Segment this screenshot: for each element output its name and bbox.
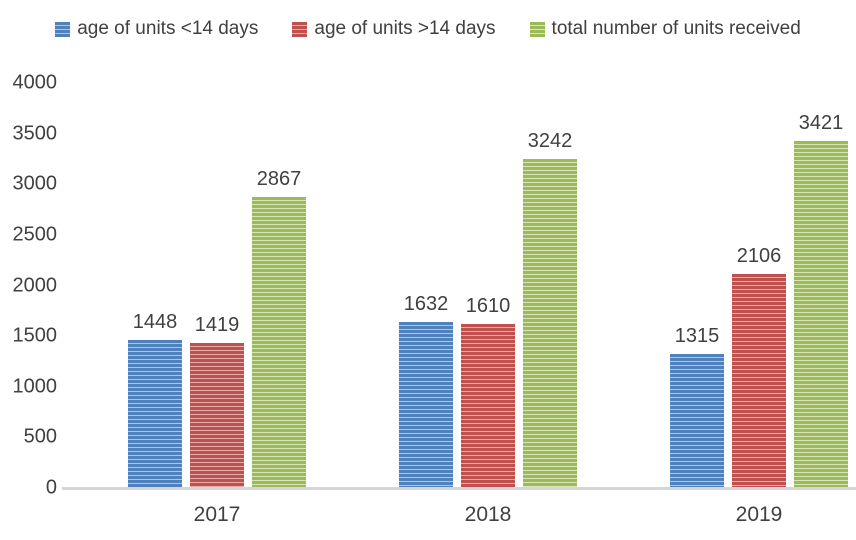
legend-item-age-gt-14: age of units >14 days <box>292 18 496 40</box>
bar-value-label: 3421 <box>798 112 844 134</box>
y-tick-label: 0 <box>45 476 57 499</box>
bar-age-of-units-14-days-2019 <box>670 354 724 487</box>
x-category-label: 2017 <box>193 503 241 526</box>
bar-value-label: 3242 <box>527 130 573 152</box>
bar-value-label: 1315 <box>674 325 720 347</box>
y-tick-label: 3500 <box>12 122 58 145</box>
x-category-label: 2018 <box>464 503 512 526</box>
bar-value-label: 1419 <box>194 314 240 336</box>
legend-item-age-lt-14: age of units <14 days <box>55 18 258 40</box>
legend: age of units <14 days age of units >14 d… <box>0 18 856 40</box>
y-tick-label: 1500 <box>12 324 58 347</box>
bar-value-label: 2867 <box>256 168 302 190</box>
bar-total-number-of-units-received-2019 <box>794 141 848 487</box>
legend-swatch-green <box>529 21 545 37</box>
bar-age-of-units-14-days-2019 <box>732 274 786 487</box>
bar-value-label: 2106 <box>736 245 782 267</box>
legend-item-total-units: total number of units received <box>529 18 801 40</box>
y-tick-label: 2000 <box>12 274 58 296</box>
bar-age-of-units-14-days-2017 <box>128 340 182 487</box>
legend-swatch-blue <box>55 21 71 37</box>
legend-label: age of units >14 days <box>314 18 496 39</box>
x-axis-line <box>62 487 856 490</box>
bar-age-of-units-14-days-2018 <box>461 324 515 487</box>
bar-total-number-of-units-received-2017 <box>252 197 306 487</box>
bar-age-of-units-14-days-2018 <box>399 322 453 487</box>
y-tick-label: 1000 <box>12 375 58 398</box>
y-tick-label: 500 <box>23 425 57 448</box>
y-tick-label: 3000 <box>12 172 58 195</box>
legend-label: age of units <14 days <box>77 18 259 39</box>
y-tick-label: 2500 <box>12 223 58 246</box>
legend-swatch-red <box>292 21 308 37</box>
legend-label: total number of units received <box>551 18 801 39</box>
bar-age-of-units-14-days-2017 <box>190 343 244 487</box>
x-category-label: 2019 <box>735 503 783 526</box>
bar-value-label: 1610 <box>465 295 511 317</box>
bar-value-label: 1632 <box>403 293 449 315</box>
bar-total-number-of-units-received-2018 <box>523 159 577 487</box>
bar-value-label: 1448 <box>132 311 178 333</box>
y-tick-label: 4000 <box>12 71 58 94</box>
